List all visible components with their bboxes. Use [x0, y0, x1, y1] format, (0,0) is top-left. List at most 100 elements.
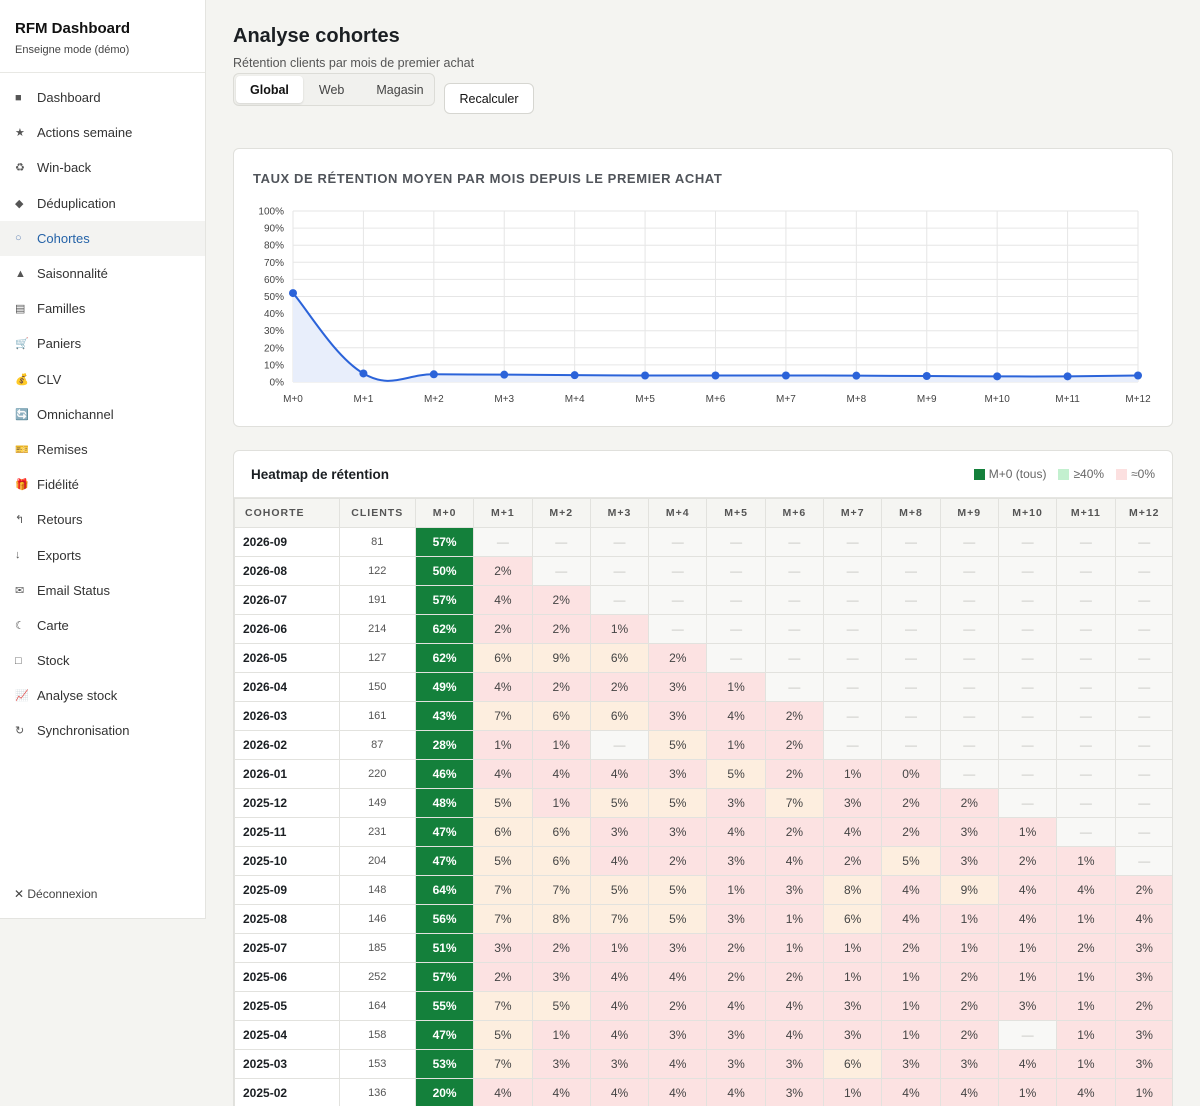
retention-cell: 5%: [648, 788, 708, 818]
retention-cell: 1%: [939, 933, 999, 963]
logout-link[interactable]: ✕ Déconnexion: [14, 887, 98, 901]
retention-cell: 2%: [589, 672, 650, 702]
sidebar-item-analyse-stock[interactable]: 📈 Analyse stock: [0, 678, 205, 713]
retention-cell: 2%: [939, 991, 999, 1021]
retention-point: [711, 371, 720, 380]
retention-cell: 3%: [1114, 962, 1172, 992]
table-row: 2026-01 220 46% 4% 4% 4% 3% 5% 2% 1% 0% — — — —: [234, 759, 1172, 789]
sidebar-item-remises[interactable]: 🎫 Remises: [0, 432, 205, 467]
retention-cell: —: [823, 585, 883, 615]
retention-cell: 2%: [706, 962, 766, 992]
retention-cell: —: [764, 614, 825, 644]
sidebar-item-fid-lit-[interactable]: 🎁 Fidélité: [0, 467, 205, 502]
gift-icon: 🎁: [15, 479, 29, 492]
retention-cell: —: [706, 585, 766, 615]
sidebar-item-clv[interactable]: 💰 CLV: [0, 362, 205, 397]
retention-cell: 6%: [473, 817, 533, 847]
retention-cell: —: [1114, 730, 1172, 760]
retention-cell: —: [823, 672, 883, 702]
retention-cell: 5%: [589, 875, 650, 905]
cohort-cell: 2026-05: [234, 643, 340, 673]
retention-cell: 4%: [706, 991, 766, 1021]
retention-cell: 2%: [881, 788, 941, 818]
tab-web[interactable]: Web: [318, 82, 345, 97]
retention-cell: 3%: [473, 933, 533, 963]
retention-cell: 1%: [823, 933, 883, 963]
retention-cell: 57%: [414, 962, 475, 992]
retention-cell: 3%: [881, 1049, 941, 1079]
sidebar-item-actions-semaine[interactable]: ★ Actions semaine: [0, 115, 205, 150]
retention-cell: —: [823, 556, 883, 586]
retention-cell: —: [589, 556, 650, 586]
recalculer-button[interactable]: Recalculer: [444, 83, 534, 114]
retention-point: [359, 369, 368, 378]
sidebar-item-carte[interactable]: ☾ Carte: [0, 608, 205, 643]
retention-cell: 43%: [414, 701, 475, 731]
sidebar-item-stock[interactable]: □ Stock: [0, 643, 205, 678]
clients-cell: 127: [338, 643, 416, 673]
tab-global[interactable]: Global: [236, 76, 303, 103]
retention-cell: 4%: [764, 846, 825, 876]
retention-cell: —: [939, 643, 999, 673]
retention-cell: —: [1114, 556, 1172, 586]
clients-cell: 214: [338, 614, 416, 644]
column-header: M+5: [706, 498, 766, 528]
retention-cell: 46%: [414, 759, 475, 789]
retention-cell: 4%: [589, 1078, 650, 1106]
sidebar-item-synchronisation[interactable]: ↻ Synchronisation: [0, 713, 205, 748]
table-row: 2025-09 148 64% 7% 7% 5% 5% 1% 3% 8% 4% 9% 4% 4% 2%: [234, 875, 1172, 905]
sidebar-item-familles[interactable]: ▤ Familles: [0, 291, 205, 326]
sidebar-item-exports[interactable]: ↓ Exports: [0, 537, 205, 572]
sidebar-item-d-duplication[interactable]: ◆ Déduplication: [0, 186, 205, 221]
retention-cell: 1%: [1114, 1078, 1172, 1106]
sidebar-item-label: Win-back: [37, 160, 92, 176]
sidebar-item-cohortes[interactable]: ○ Cohortes: [0, 220, 205, 256]
column-header: COHORTE: [234, 498, 340, 528]
cohort-cell: 2026-07: [234, 585, 340, 615]
sidebar-item-email-status[interactable]: ✉ Email Status: [0, 573, 205, 608]
x-tick-label: M+1: [354, 394, 374, 405]
sidebar-item-retours[interactable]: ↰ Retours: [0, 502, 205, 537]
retention-point: [1063, 372, 1072, 381]
table-row: 2025-02 136 20% 4% 4% 4% 4% 4% 3% 1% 4% 4% 1% 4% 1%: [234, 1078, 1172, 1106]
retention-cell: 2%: [473, 556, 533, 586]
retention-cell: —: [1114, 701, 1172, 731]
retention-point: [781, 371, 790, 380]
retention-cell: 1%: [531, 1020, 591, 1050]
retention-cell: 7%: [473, 701, 533, 731]
sidebar-item-dashboard[interactable]: ■ Dashboard: [0, 80, 205, 115]
sidebar-item-saisonnalit-[interactable]: ▲ Saisonnalité: [0, 256, 205, 291]
retention-point: [993, 372, 1002, 381]
retention-cell: 2%: [764, 962, 825, 992]
retention-cell: 3%: [589, 817, 650, 847]
tab-magasin[interactable]: Magasin: [376, 82, 424, 97]
retention-cell: 1%: [997, 933, 1058, 963]
heatmap-header-row: COHORTE CLIENTS M+0 M+1 M+2 M+3 M+4 M+5 M+6 M+7 M+…: [234, 498, 1172, 528]
table-row: 2025-03 153 53% 7% 3% 3% 4% 3% 3% 6% 3% 3% 4% 1% 3%: [234, 1049, 1172, 1079]
retention-cell: 1%: [881, 962, 941, 992]
retention-cell: —: [764, 643, 825, 673]
retention-cell: 3%: [939, 846, 999, 876]
sidebar-item-label: Familles: [37, 301, 86, 317]
circle-icon: ○: [15, 232, 22, 245]
retention-cell: 1%: [881, 1020, 941, 1050]
sidebar-item-omnichannel[interactable]: 🔄 Omnichannel: [0, 397, 205, 432]
table-row: 2026-08 122 50% 2% — — — — — — — — — — —: [234, 556, 1172, 586]
retention-cell: 1%: [706, 875, 766, 905]
retention-cell: 5%: [648, 730, 708, 760]
sidebar-item-paniers[interactable]: 🛒 Paniers: [0, 326, 205, 361]
retention-cell: 53%: [414, 1049, 475, 1079]
cohort-cell: 2026-01: [234, 759, 340, 789]
sidebar-item-win-back[interactable]: ♻ Win-back: [0, 150, 205, 185]
clients-cell: 191: [338, 585, 416, 615]
table-row: 2026-04 150 49% 4% 2% 2% 3% 1% — — — — — — —: [234, 672, 1172, 702]
column-header: M+6: [764, 498, 825, 528]
retention-cell: 2%: [1114, 991, 1172, 1021]
retention-cell: 2%: [706, 933, 766, 963]
retention-cell: —: [823, 614, 883, 644]
retention-cell: 3%: [1114, 1049, 1172, 1079]
legend-label-high: ≥40%: [1073, 467, 1105, 481]
retention-cell: 2%: [473, 614, 533, 644]
retention-cell: 62%: [414, 614, 475, 644]
diamond-icon: ◆: [15, 197, 24, 210]
